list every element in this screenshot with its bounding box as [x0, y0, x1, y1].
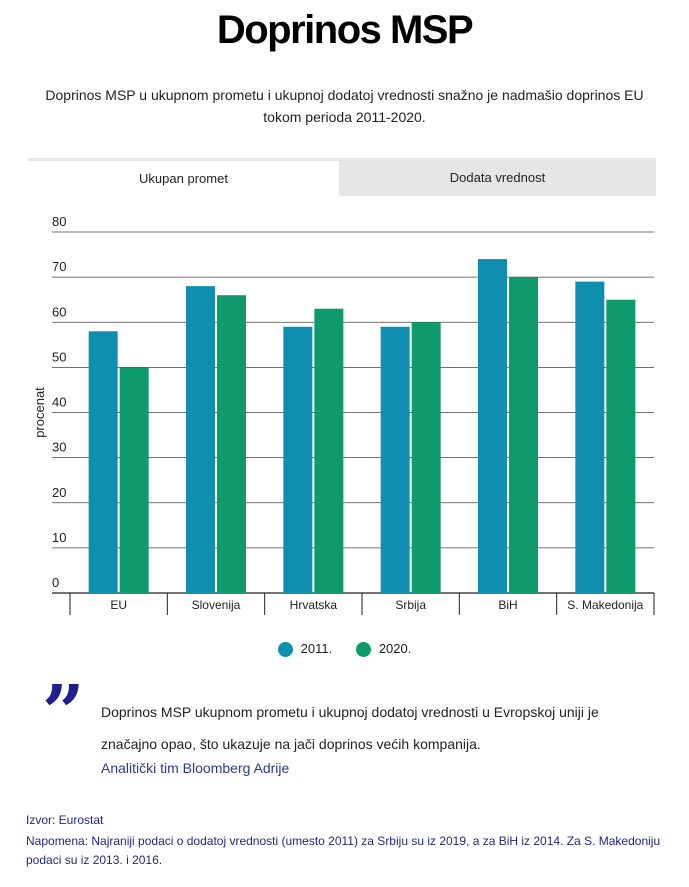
page-subtitle: Doprinos MSP u ukupnom prometu i ukupnoj… [45, 87, 644, 125]
quote-icon: ” [42, 670, 85, 756]
y-tick-label: 20 [52, 485, 66, 500]
y-tick-label: 30 [52, 440, 66, 455]
y-tick-label: 0 [52, 575, 59, 590]
bar-2011-4 [478, 259, 507, 593]
y-axis-label: procenat [32, 387, 47, 438]
bar-2020-5 [606, 299, 636, 593]
bar-2011-3 [380, 326, 410, 593]
y-tick-label: 40 [52, 395, 66, 410]
chart-tabs: Ukupan promet Dodata vrednost [28, 158, 656, 196]
y-tick-label: 50 [52, 349, 66, 364]
legend-swatch-2020 [355, 641, 371, 657]
bar-2020-1 [217, 295, 246, 593]
bar-2020-3 [411, 322, 441, 593]
tab-ukupan-promet[interactable]: Ukupan promet [28, 161, 339, 196]
source-note: Izvor: Eurostat [26, 813, 104, 827]
x-tick-label: Srbija [395, 598, 426, 612]
x-tick-label: EU [110, 598, 127, 612]
bar-2020-0 [119, 367, 149, 593]
quote-author: Analitički tim Bloomberg Adrije [101, 760, 290, 776]
bar-2011-0 [88, 331, 118, 593]
x-tick-label: S. Makedonija [567, 598, 643, 612]
legend-swatch-2011 [277, 641, 293, 657]
page-title: Doprinos MSP [216, 8, 474, 52]
bar-2011-2 [283, 326, 313, 593]
chart-legend: 2011. 2020. [0, 640, 689, 657]
legend-label-2011: 2011. [300, 640, 333, 656]
y-tick-label: 10 [52, 530, 66, 545]
x-tick-label: Hrvatska [290, 598, 338, 612]
quote-text: Doprinos MSP ukupnom prometu i ukupnoj d… [101, 704, 599, 752]
bar-chart: 0 10 20 30 40 50 60 70 80 procenat EU Slovenija Hrva… [32, 214, 655, 615]
legend-label-2020: 2020. [378, 640, 412, 656]
legend-item-2011: 2011. [277, 640, 333, 657]
y-tick-label: 80 [52, 214, 66, 229]
footnote: Napomena: Najraniji podaci o dodatoj vre… [26, 834, 661, 867]
x-tick-label: Slovenija [192, 598, 241, 612]
y-tick-label: 60 [52, 304, 66, 319]
bar-2020-4 [509, 277, 538, 593]
legend-item-2020: 2020. [355, 640, 412, 657]
bar-2011-1 [186, 286, 215, 593]
tab-dodata-vrednost[interactable]: Dodata vrednost [449, 170, 546, 185]
x-tick-label: BiH [498, 598, 517, 612]
bar-2011-5 [575, 281, 605, 593]
y-tick-label: 70 [52, 259, 66, 274]
bar-2020-2 [314, 308, 344, 593]
